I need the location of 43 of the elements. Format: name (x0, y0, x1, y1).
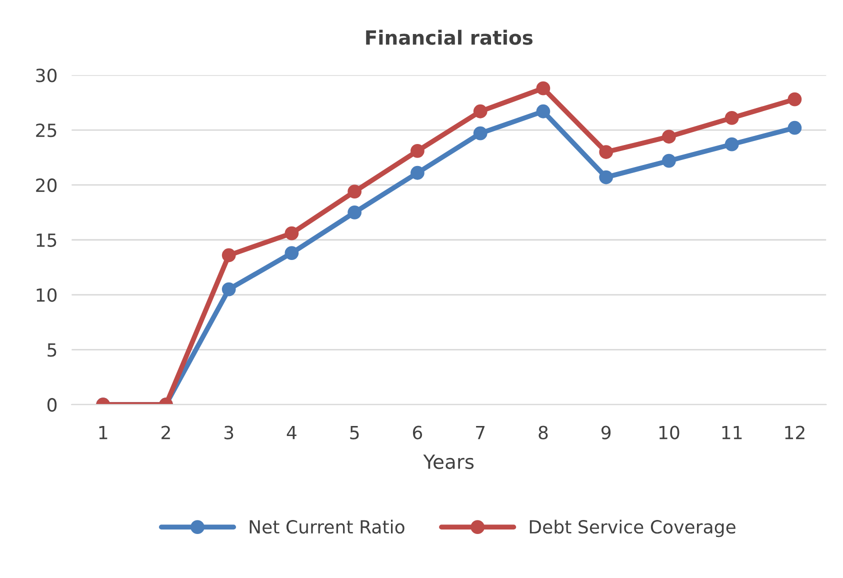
point (473, 126, 488, 140)
x-tick-label: 11 (722, 426, 742, 440)
y-tick-label: 10 (36, 288, 57, 302)
point (662, 130, 676, 144)
point (284, 226, 299, 240)
point (348, 184, 362, 198)
point (788, 92, 802, 106)
y-tick-label: 15 (36, 234, 56, 247)
point (599, 145, 614, 159)
y-tick-label: 30 (36, 68, 57, 82)
point (788, 120, 802, 135)
x-tick-label: 7 (476, 426, 485, 440)
point (410, 166, 424, 180)
x-tick-label: 5 (350, 426, 359, 440)
y-tick-label: 0 (47, 398, 57, 412)
x-tick-label: 3 (224, 426, 234, 440)
chart-title: Financial ratios (366, 30, 533, 45)
x-tick-label: 8 (538, 426, 548, 440)
y-tick-label: 20 (36, 178, 57, 192)
point (222, 248, 236, 262)
point (599, 170, 614, 184)
point (222, 282, 236, 296)
point (348, 205, 362, 220)
point (473, 104, 488, 118)
point (724, 137, 739, 152)
point (536, 104, 550, 118)
point (410, 144, 424, 158)
y-tick-label: 5 (48, 343, 56, 357)
x-tick-label: 9 (601, 426, 611, 440)
point (536, 81, 550, 96)
x-axis-title: Years (423, 454, 474, 470)
point (662, 154, 676, 168)
x-tick-label: 10 (659, 426, 680, 440)
x-tick-label: 1 (99, 426, 108, 440)
y-tick-label: 25 (36, 124, 56, 138)
x-tick-label: 6 (412, 426, 422, 440)
point (724, 111, 739, 125)
x-tick-label: 2 (162, 426, 170, 440)
x-tick-label: 4 (286, 426, 296, 440)
x-tick-label: 12 (785, 426, 804, 440)
legend-label: Net Current Ratio (250, 520, 404, 534)
legend-label: Debt Service Coverage (530, 520, 736, 538)
point (284, 246, 299, 260)
